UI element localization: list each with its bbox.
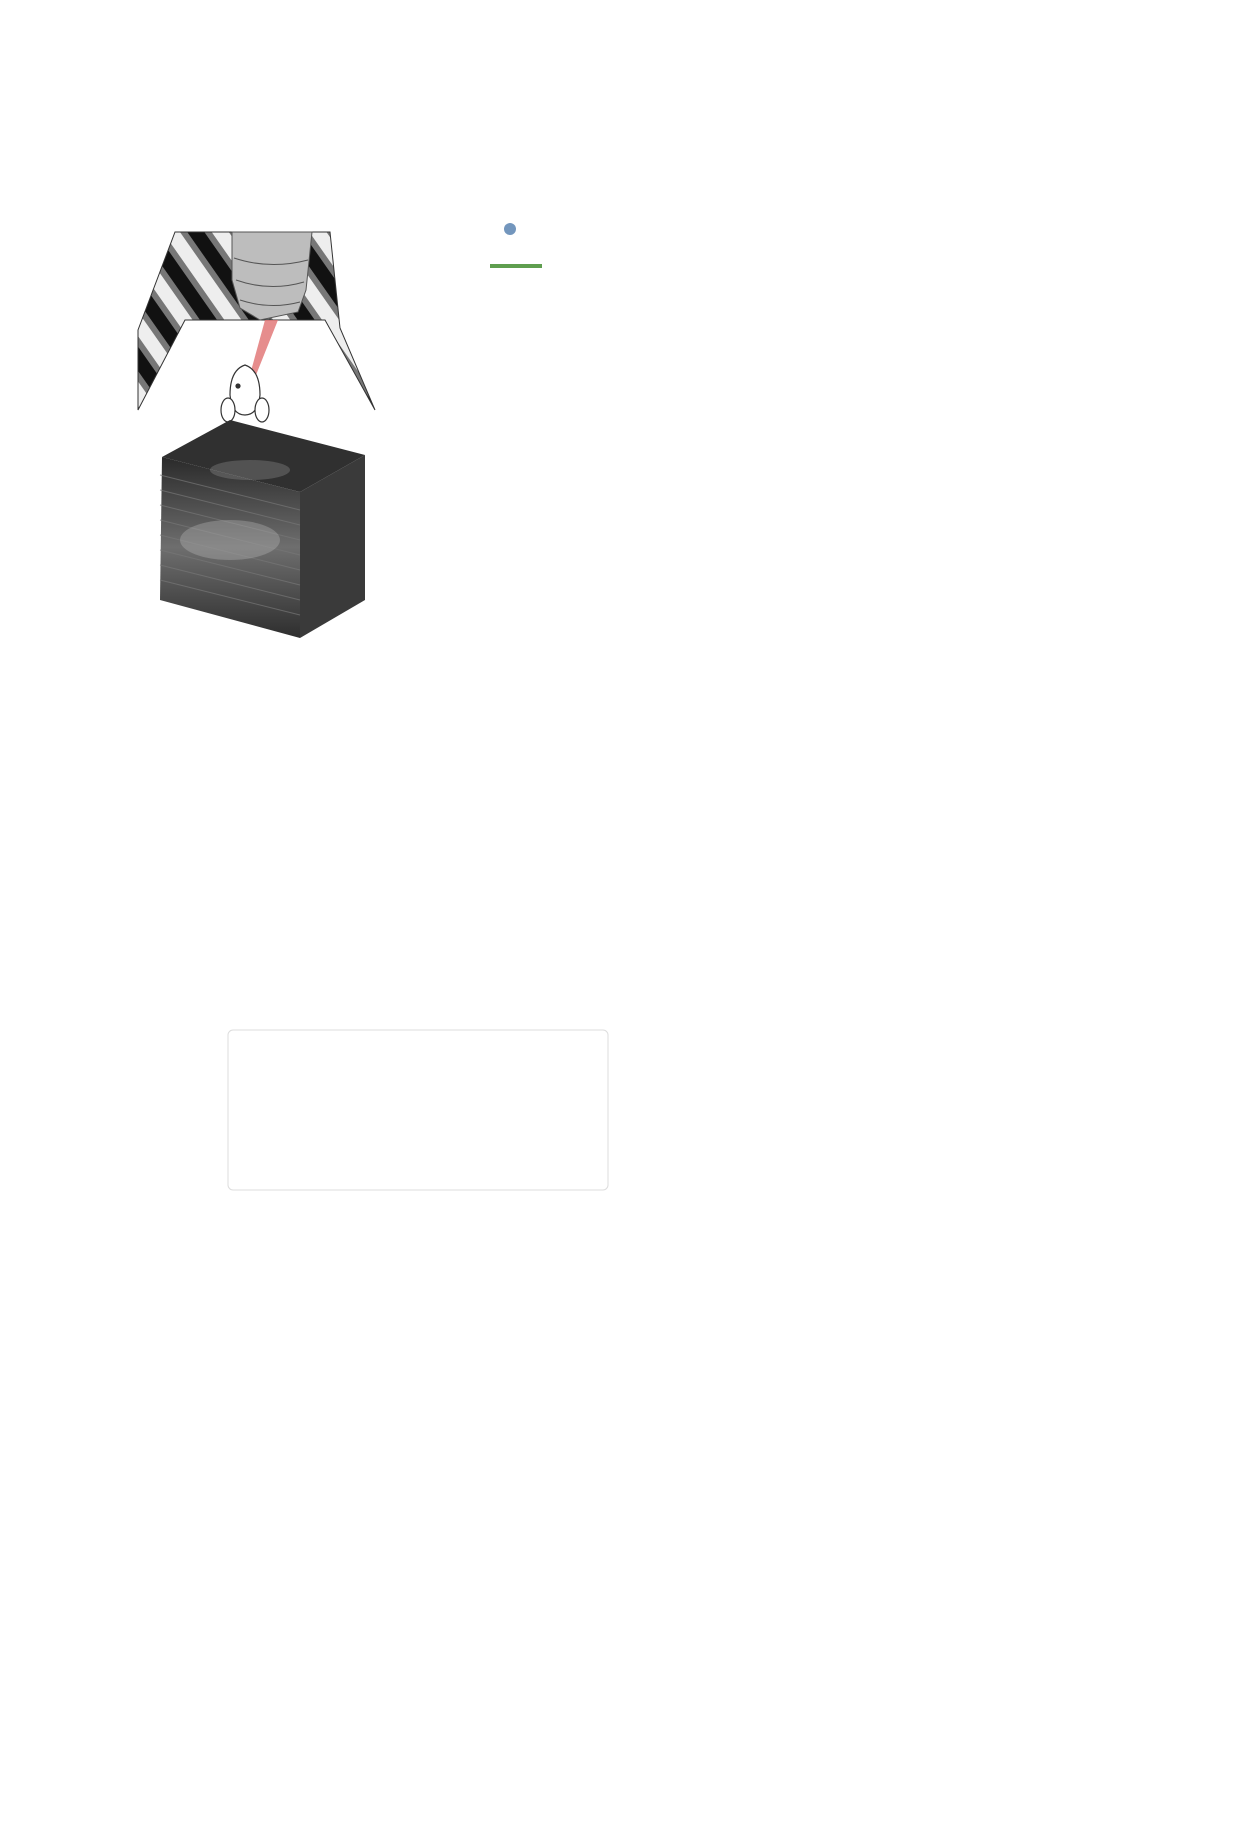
laser-beam bbox=[248, 320, 278, 385]
panel-c-chart bbox=[227, 1029, 609, 1191]
mouse-icon bbox=[220, 364, 270, 423]
microscope-objective-icon bbox=[231, 231, 313, 321]
panel-a-illustration bbox=[137, 231, 376, 638]
c-legend-box bbox=[227, 1029, 609, 1191]
imaging-stack bbox=[159, 420, 365, 638]
legend-marker-test-data bbox=[504, 223, 516, 235]
b-legend bbox=[490, 223, 542, 268]
c-legend bbox=[227, 1029, 609, 1191]
panel-b-chart bbox=[490, 223, 542, 268]
